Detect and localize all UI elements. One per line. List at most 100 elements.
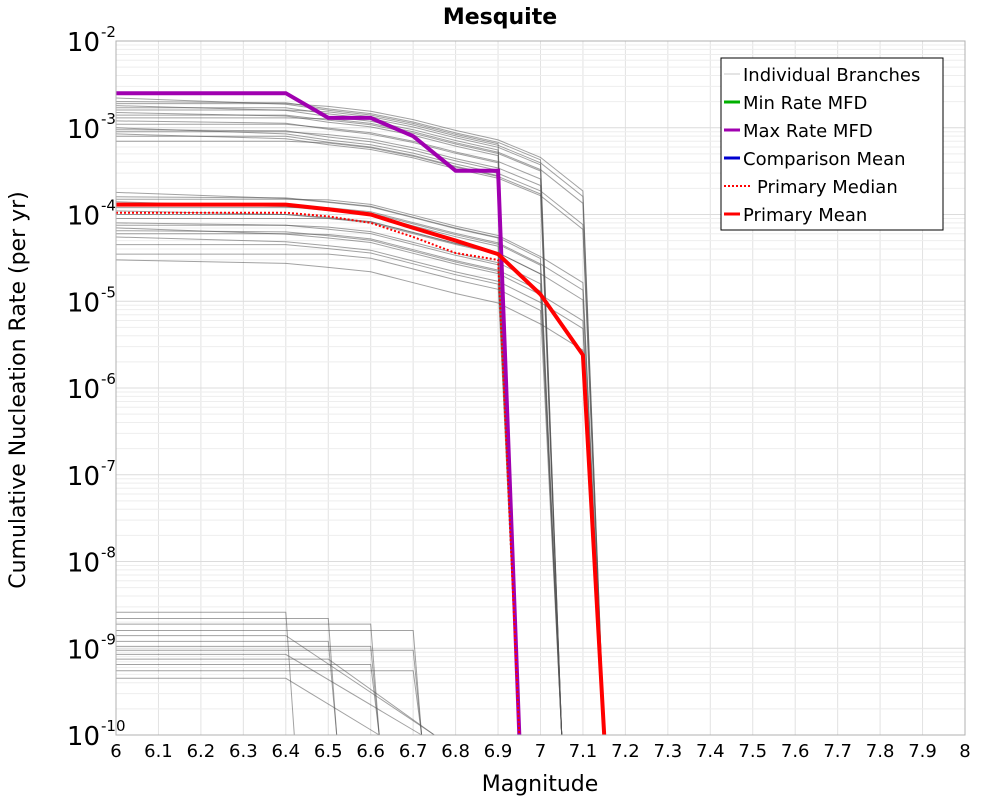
- y-tick-base: 10: [67, 28, 100, 58]
- y-tick-exponent: -10: [101, 717, 126, 735]
- y-tick-label: 10 -3: [67, 110, 116, 145]
- branch-line: [116, 635, 435, 736]
- branch-line: [116, 640, 338, 736]
- y-tick-base: 10: [67, 288, 100, 318]
- y-tick-base: 10: [67, 202, 100, 232]
- y-tick-exponent: -2: [101, 23, 116, 41]
- x-tick-label: 6.2: [187, 741, 216, 762]
- legend: Individual Branches Min Rate MFD Max Rate …: [720, 57, 944, 231]
- branch-line: [116, 117, 605, 736]
- y-tick-label: 10 -2: [67, 23, 116, 58]
- plot-area-border: [115, 40, 966, 736]
- y-tick-base: 10: [67, 635, 100, 665]
- y-tick-label: 10 -5: [67, 283, 116, 318]
- y-tick-label: 10 -4: [67, 197, 116, 232]
- x-axis-label: Magnitude: [482, 772, 599, 797]
- branch-line: [116, 233, 563, 736]
- legend-label: Min Rate MFD: [743, 93, 867, 114]
- x-tick-label: 7.4: [696, 741, 725, 762]
- x-tick-label: 6: [110, 741, 121, 762]
- series-line: [116, 91, 522, 736]
- y-tick-exponent: -3: [101, 110, 116, 128]
- branch-line: [116, 611, 295, 736]
- x-tick-label: 7.6: [781, 741, 810, 762]
- series-line: [116, 202, 607, 736]
- branch-line: [116, 131, 563, 736]
- y-tick-exponent: -4: [101, 197, 116, 215]
- x-tick-label: 6.8: [441, 741, 470, 762]
- branch-line: [115, 227, 605, 736]
- x-tick-label: 7: [535, 741, 546, 762]
- branch-line: [116, 677, 380, 736]
- branch-line: [116, 253, 563, 736]
- x-tick-label: 7.5: [738, 741, 767, 762]
- x-tick-label: 6.9: [484, 741, 513, 762]
- series-line: [116, 211, 521, 736]
- series-lines: [116, 91, 607, 736]
- y-tick-exponent: -7: [101, 457, 116, 475]
- y-tick-label: 10 -7: [67, 457, 116, 492]
- x-tick-label: 7.8: [866, 741, 895, 762]
- y-axis-label: Cumulative Nucleation Rate (per yr): [6, 191, 31, 589]
- branch-line: [115, 97, 520, 736]
- legend-label: Individual Branches: [743, 65, 920, 86]
- x-tick-label: 7.3: [654, 741, 683, 762]
- x-tick-label: 7.7: [823, 741, 852, 762]
- x-tick-label: 6.3: [229, 741, 258, 762]
- x-tick-label: 7.1: [569, 741, 598, 762]
- y-tick-exponent: -9: [101, 630, 116, 648]
- branch-line: [116, 135, 520, 736]
- legend-label: Max Rate MFD: [743, 121, 873, 142]
- x-tick-label: 6.1: [144, 741, 173, 762]
- x-tick-label: 7.9: [908, 741, 937, 762]
- y-tick-exponent: -5: [101, 283, 116, 301]
- y-tick-base: 10: [67, 722, 100, 752]
- branch-line: [116, 244, 520, 736]
- x-tick-label: 6.5: [314, 741, 343, 762]
- individual-branches: [115, 97, 605, 736]
- x-tick-label: 8: [959, 741, 970, 762]
- y-tick-label: 10 -8: [67, 544, 116, 579]
- branch-line: [116, 123, 563, 736]
- legend-label: Comparison Mean: [743, 149, 906, 170]
- branch-line: [115, 230, 520, 736]
- branch-line: [116, 645, 380, 736]
- branch-line: [116, 114, 563, 736]
- branch-line: [116, 109, 605, 736]
- branch-line: [115, 259, 605, 736]
- y-tick-label: 10 -10: [67, 717, 126, 752]
- x-axis-ticks: 6 6.1 6.2 6.3 6.4 6.5 6.6 6.7 6.8 6.9 7 7.1 7.2 7.3 7.…: [110, 741, 970, 762]
- x-tick-label: 6.6: [356, 741, 385, 762]
- branch-line: [116, 618, 338, 736]
- y-tick-base: 10: [67, 462, 100, 492]
- branch-line: [116, 224, 563, 736]
- y-tick-exponent: -8: [101, 544, 116, 562]
- y-tick-base: 10: [67, 115, 100, 145]
- y-tick-base: 10: [67, 549, 100, 579]
- branch-line: [115, 236, 605, 736]
- legend-label: Primary Median: [757, 177, 898, 198]
- branch-line: [116, 658, 435, 736]
- y-tick-label: 10 -6: [67, 370, 116, 405]
- branch-line: [116, 107, 563, 736]
- y-tick-base: 10: [67, 375, 100, 405]
- branch-line: [116, 198, 605, 736]
- chart-title: Mesquite: [443, 5, 557, 30]
- x-tick-label: 6.7: [399, 741, 428, 762]
- branch-line: [115, 112, 520, 736]
- grid: [115, 41, 966, 736]
- x-tick-label: 6.4: [271, 741, 300, 762]
- branch-line: [116, 670, 423, 736]
- branch-line: [115, 120, 520, 736]
- legend-label: Primary Mean: [743, 205, 867, 226]
- branch-line: [116, 649, 423, 736]
- y-tick-label: 10 -9: [67, 630, 116, 665]
- branch-line: [115, 127, 605, 736]
- branch-line: [116, 664, 380, 736]
- y-tick-exponent: -6: [101, 370, 116, 388]
- branch-line: [116, 630, 423, 736]
- y-axis-ticks: 10-210-310-410-510-610-710-810-910-10: [67, 23, 126, 752]
- branch-line: [116, 218, 605, 736]
- branch-line: [116, 140, 563, 736]
